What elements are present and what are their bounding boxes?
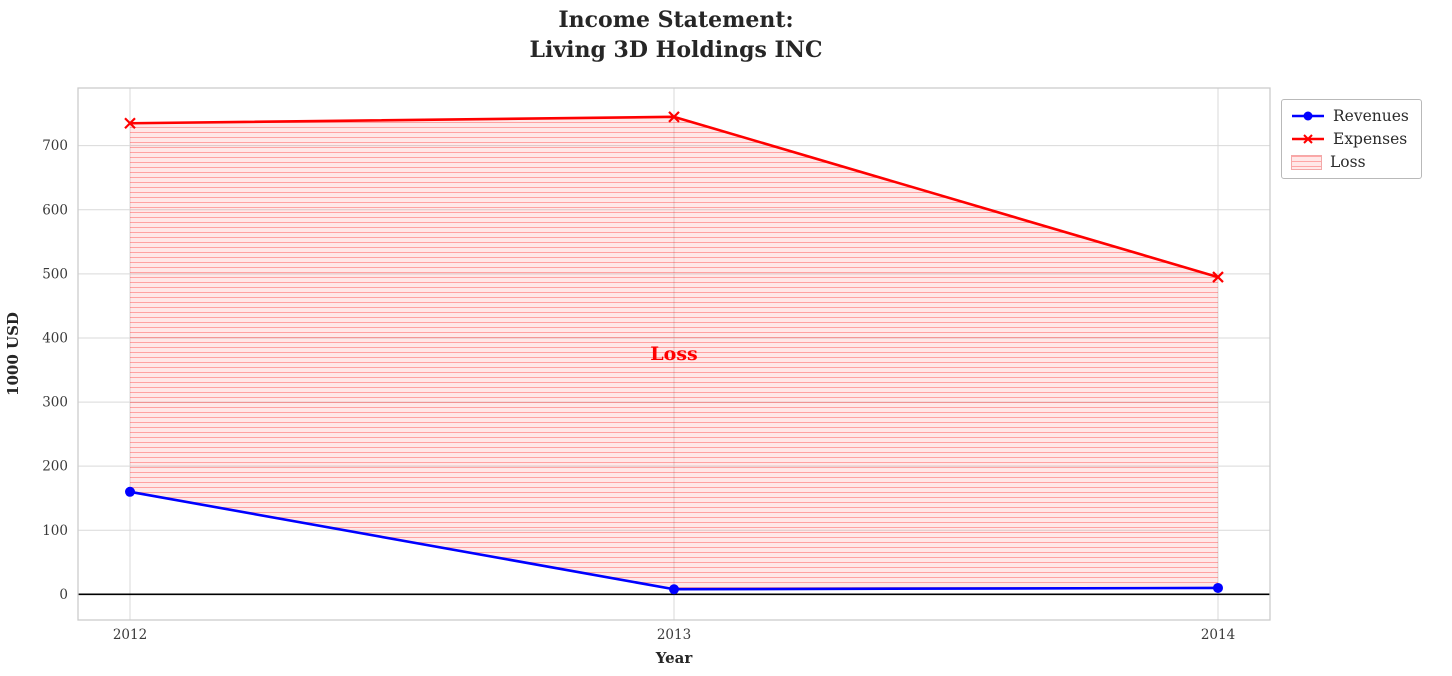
y-tick-label: 500 — [42, 266, 68, 282]
legend-label: Loss — [1330, 153, 1366, 171]
y-tick-label: 0 — [59, 587, 68, 603]
y-tick-label: 300 — [42, 395, 68, 411]
legend-item-expenses: Expenses — [1291, 130, 1409, 148]
marker-x — [668, 111, 680, 123]
legend-label: Revenues — [1333, 107, 1409, 125]
legend-patch-swatch — [1291, 154, 1322, 170]
marker-circle — [125, 486, 135, 497]
marker-circle — [1213, 582, 1223, 593]
y-tick-label: 200 — [42, 459, 68, 475]
series-revenues — [125, 486, 1223, 595]
legend-label: Expenses — [1333, 130, 1408, 148]
y-tick-label: 400 — [42, 330, 68, 346]
loss-area — [130, 116, 1218, 590]
tick-labels: 0 100 200 300 400 500 600 700 2012 2013 2014 — [42, 138, 1235, 643]
series-expenses — [124, 111, 1224, 283]
legend-item-loss: Loss — [1291, 153, 1409, 171]
x-axis-label: Year — [655, 649, 694, 667]
legend-line-sample — [1292, 111, 1324, 121]
x-tick-label: 2012 — [113, 627, 147, 643]
marker-x — [1212, 271, 1224, 283]
y-tick-label: 700 — [42, 138, 68, 154]
x-tick-label: 2013 — [657, 627, 691, 643]
legend: Revenues Expenses Loss — [1281, 99, 1422, 179]
plot-area: 0 100 200 300 400 500 600 700 2012 2013 2014 — [42, 87, 1271, 643]
y-axis-label: 1000 USD — [4, 312, 22, 396]
loss-annotation: Loss — [650, 343, 697, 365]
marker-x — [124, 117, 136, 130]
chart-title-line1: Income Statement: — [558, 7, 793, 33]
y-tick-label: 600 — [42, 202, 68, 218]
legend-item-revenues: Revenues — [1291, 107, 1409, 125]
x-tick-label: 2014 — [1201, 627, 1235, 643]
legend-line-sample — [1292, 134, 1324, 144]
y-tick-label: 100 — [42, 523, 68, 539]
marker-circle — [669, 584, 679, 595]
plot-border — [77, 87, 1271, 621]
chart-title-line2: Living 3D Holdings INC — [530, 37, 823, 63]
